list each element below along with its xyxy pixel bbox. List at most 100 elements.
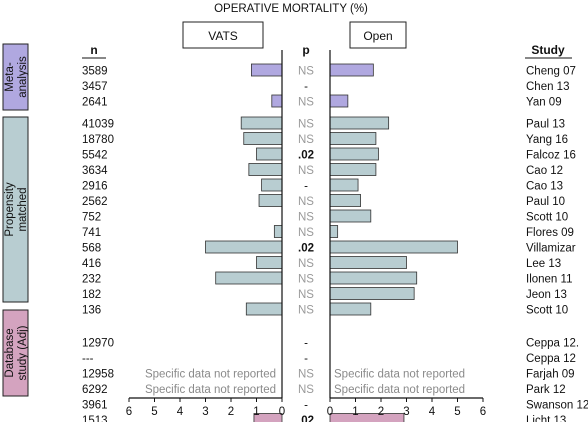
- study-label: Jeon 13: [526, 289, 567, 301]
- open-bar: [329, 94, 349, 108]
- study-label: Cao 12: [526, 165, 563, 177]
- p-value: NS: [298, 119, 314, 131]
- n-value: 12958: [82, 369, 114, 381]
- study-column-header: Study: [531, 43, 565, 57]
- study-label: Cao 13: [526, 181, 563, 193]
- vats-bar: [240, 116, 283, 130]
- n-value: 182: [82, 289, 101, 301]
- n-column-header: n: [90, 43, 97, 57]
- group-box-2: [2, 116, 29, 303]
- n-value: 1513: [82, 415, 108, 422]
- vats-bar: [256, 147, 283, 161]
- vats-bar: [205, 240, 283, 254]
- p-value: NS: [298, 305, 314, 317]
- p-value: NS: [298, 384, 314, 396]
- vats-bar: [258, 194, 283, 207]
- group-box-1: [2, 43, 29, 111]
- p-value: NS: [298, 227, 314, 239]
- p-value: .02: [298, 415, 314, 422]
- open-bar: [329, 194, 362, 207]
- p-value: NS: [298, 369, 314, 381]
- vats-x-tick-label: 4: [177, 406, 184, 418]
- study-label: Ilonen 11: [526, 274, 572, 286]
- study-label: Ceppa 12.: [526, 338, 579, 350]
- group-label-1: Meta-analysis: [4, 56, 29, 98]
- open-bar: [329, 147, 379, 161]
- p-value: NS: [298, 212, 314, 224]
- open-note: Specific data not reported: [334, 384, 465, 396]
- open-x-tick-label: 3: [403, 406, 409, 418]
- open-bar: [329, 413, 405, 422]
- n-value: 416: [82, 258, 101, 270]
- p-value: -: [304, 338, 308, 350]
- study-label: Yang 16: [526, 134, 568, 146]
- vats-bar: [271, 94, 283, 108]
- vats-x-tick-label: 0: [279, 406, 285, 418]
- study-label: Paul 13: [526, 119, 565, 131]
- open-x-tick-label: 6: [480, 406, 486, 418]
- vats-note: Specific data not reported: [145, 384, 276, 396]
- vats-panel-box: [182, 21, 264, 49]
- study-label: Scott 10: [526, 305, 568, 317]
- study-label: Cheng 07: [526, 66, 576, 78]
- open-bar: [329, 256, 407, 269]
- n-value: 2562: [82, 196, 108, 208]
- study-label: Ceppa 12: [526, 353, 576, 365]
- p-value: -: [304, 400, 308, 412]
- p-value: -: [304, 353, 308, 365]
- study-label: Paul 10: [526, 196, 565, 208]
- n-value: 752: [82, 212, 101, 224]
- p-value: .02: [298, 243, 314, 255]
- p-value: NS: [298, 258, 314, 270]
- open-bar: [329, 132, 377, 145]
- vats-bar: [215, 271, 283, 285]
- open-x-tick-label: 0: [327, 406, 333, 418]
- vats-note: Specific data not reported: [145, 369, 276, 381]
- study-label: Park 12: [526, 384, 566, 396]
- study-label: Scott 10: [526, 212, 568, 224]
- group-box-3: [2, 309, 29, 397]
- open-bar: [329, 178, 359, 192]
- study-label: Swanson 12: [526, 400, 588, 412]
- study-label: Farjah 09: [526, 369, 575, 381]
- open-bar: [329, 287, 415, 300]
- vats-bar: [273, 225, 283, 238]
- p-value: .02: [298, 150, 314, 162]
- study-label: Villamizar: [526, 243, 576, 255]
- open-bar: [329, 116, 390, 130]
- p-column-header: p: [302, 43, 309, 57]
- study-label: Falcoz 16: [526, 150, 576, 162]
- n-value: 3634: [82, 165, 108, 177]
- open-note: Specific data not reported: [334, 369, 465, 381]
- study-label: Chen 13: [526, 81, 569, 93]
- p-value: NS: [298, 289, 314, 301]
- vats-bar: [248, 163, 283, 176]
- n-value: ---: [82, 353, 94, 365]
- vats-x-tick-label: 2: [228, 406, 234, 418]
- p-value: NS: [298, 134, 314, 146]
- study-label: Yan 09: [526, 97, 562, 109]
- study-label: Licht 13: [526, 415, 566, 422]
- n-value: 136: [82, 305, 101, 317]
- p-value: NS: [298, 165, 314, 177]
- open-bar: [329, 240, 458, 254]
- group-label-2: Propensitymatched: [4, 182, 29, 237]
- open-x-tick-label: 1: [352, 406, 358, 418]
- n-value: 6292: [82, 384, 108, 396]
- n-value: 3589: [82, 66, 108, 78]
- vats-bar: [256, 256, 283, 269]
- n-value: 12970: [82, 338, 114, 350]
- vats-bar: [253, 413, 283, 422]
- p-value: -: [304, 81, 308, 93]
- open-bar: [329, 271, 418, 285]
- n-value: 3961: [82, 400, 108, 412]
- open-bar: [329, 63, 374, 77]
- group-label-3: Databasestudy (Adj): [4, 325, 29, 380]
- p-value: NS: [298, 196, 314, 208]
- open-bar: [329, 209, 372, 223]
- p-value: NS: [298, 274, 314, 286]
- p-value: NS: [298, 97, 314, 109]
- p-value: NS: [298, 66, 314, 78]
- vats-x-tick-label: 3: [202, 406, 208, 418]
